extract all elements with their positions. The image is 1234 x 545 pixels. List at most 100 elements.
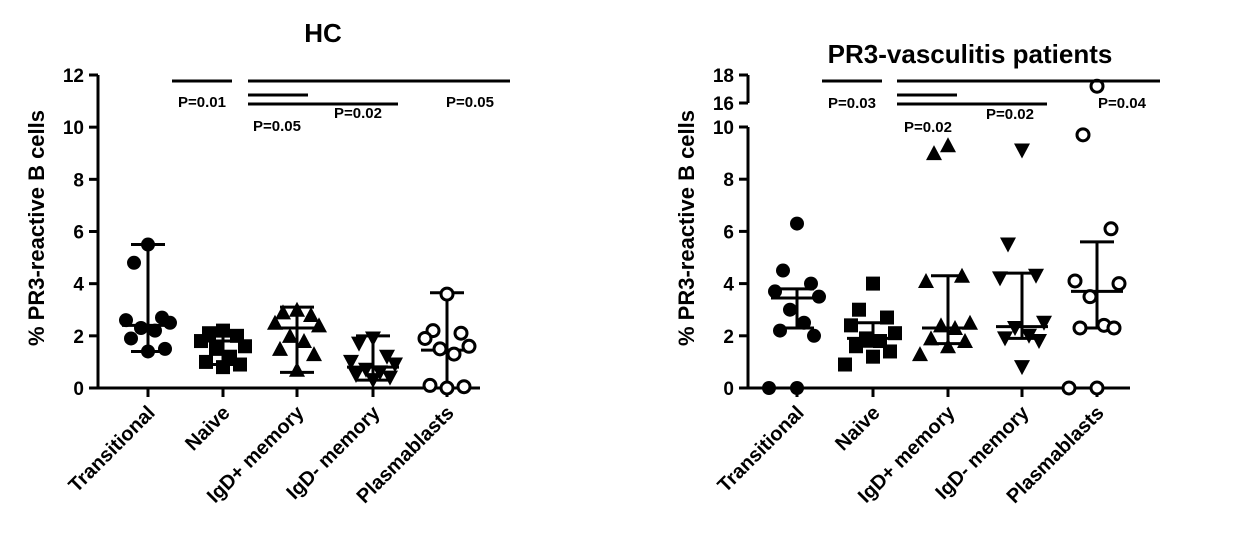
y-tick-label: 18 <box>713 66 734 87</box>
data-point <box>141 237 155 252</box>
data-point <box>289 301 305 317</box>
data-point <box>456 379 472 395</box>
y-tick-label: 8 <box>723 170 734 191</box>
data-point <box>957 333 973 349</box>
hc-panel: HC % PR3-reactive B cells 0 2 4 6 8 10 12 Trans… <box>24 18 510 508</box>
p-value-label: P=0.05 <box>446 94 494 111</box>
data-point <box>148 323 162 338</box>
data-point <box>918 272 934 288</box>
data-point <box>1082 289 1098 305</box>
y-axis-label: % PR3-reactive B cells <box>674 110 699 346</box>
data-point <box>940 137 956 153</box>
data-point <box>773 323 787 338</box>
x-category-label: Transitional <box>714 402 809 497</box>
data-point <box>275 304 291 320</box>
y-tick-label: 10 <box>713 118 734 139</box>
series-igd-memory <box>267 301 327 377</box>
data-point <box>216 323 230 338</box>
y-axis-label: % PR3-reactive B cells <box>24 110 49 346</box>
data-point <box>296 333 312 349</box>
p-value-label: P=0.04 <box>1098 95 1147 112</box>
series-igd-memory <box>992 143 1052 376</box>
data-point <box>194 334 208 349</box>
data-point <box>382 370 398 386</box>
p-value-label: P=0.01 <box>178 94 226 111</box>
y-axis: 0 2 4 6 8 10 12 <box>63 66 100 400</box>
data-point <box>1072 320 1088 336</box>
data-point <box>933 317 949 333</box>
y-tick-label: 2 <box>73 327 84 348</box>
series-igd-memory <box>343 331 403 389</box>
y-tick-label: 6 <box>723 222 734 243</box>
y-tick-label: 8 <box>73 170 84 191</box>
data-point <box>134 321 148 336</box>
data-point <box>852 302 866 317</box>
data-point <box>1067 273 1083 289</box>
y-tick-label: 0 <box>73 379 84 400</box>
data-point <box>311 317 327 333</box>
x-category-label: Naive <box>831 402 884 455</box>
data-point <box>119 313 133 328</box>
data-point <box>954 267 970 283</box>
data-point <box>199 354 213 369</box>
series-plasmablasts <box>417 286 477 396</box>
data-point <box>141 344 155 359</box>
data-point <box>372 365 388 381</box>
data-point <box>844 318 858 333</box>
data-point <box>1089 380 1105 396</box>
data-point <box>124 331 138 346</box>
data-point <box>768 284 782 299</box>
data-point <box>158 341 172 356</box>
data-point <box>351 336 367 352</box>
data-point <box>940 338 956 354</box>
data-point <box>1103 221 1119 237</box>
panel-title: HC <box>304 18 342 48</box>
data-point <box>238 339 252 354</box>
p-value-label: P=0.05 <box>253 118 301 135</box>
x-category-label: Naive <box>181 402 234 455</box>
y-tick-label: 0 <box>723 379 734 400</box>
data-point <box>812 289 826 304</box>
data-point <box>267 314 283 330</box>
data-point <box>888 326 902 341</box>
data-point <box>1106 320 1122 336</box>
data-point <box>1021 328 1037 344</box>
data-point <box>1014 360 1030 376</box>
data-point <box>432 341 448 357</box>
data-point <box>797 315 811 330</box>
y-tick-label: 4 <box>723 275 734 296</box>
data-point <box>306 346 322 362</box>
data-point <box>379 349 395 365</box>
x-category-label: Transitional <box>65 402 160 497</box>
data-point <box>1061 380 1077 396</box>
data-point <box>461 338 477 354</box>
data-point <box>348 367 364 383</box>
data-point <box>866 276 880 291</box>
data-point <box>866 349 880 364</box>
data-point <box>762 381 776 395</box>
data-point <box>807 328 821 343</box>
series-plasmablasts <box>1061 78 1127 396</box>
data-point <box>216 360 230 375</box>
pr3-vasculitis-panel: PR3-vasculitis patients % PR3-reactive B… <box>674 39 1160 508</box>
data-point <box>209 341 223 356</box>
data-point <box>282 327 298 343</box>
data-point <box>439 380 455 396</box>
data-point <box>997 331 1013 347</box>
y-tick-label: 16 <box>713 94 734 115</box>
data-point <box>783 302 797 317</box>
data-point <box>804 276 818 291</box>
data-point <box>289 361 305 377</box>
data-point <box>880 310 894 325</box>
data-point <box>439 286 455 302</box>
data-point <box>303 306 319 322</box>
data-point <box>992 271 1008 287</box>
data-point <box>387 357 403 373</box>
data-point <box>926 145 942 161</box>
data-point <box>233 357 247 372</box>
data-point <box>422 377 438 393</box>
data-point <box>343 354 359 370</box>
